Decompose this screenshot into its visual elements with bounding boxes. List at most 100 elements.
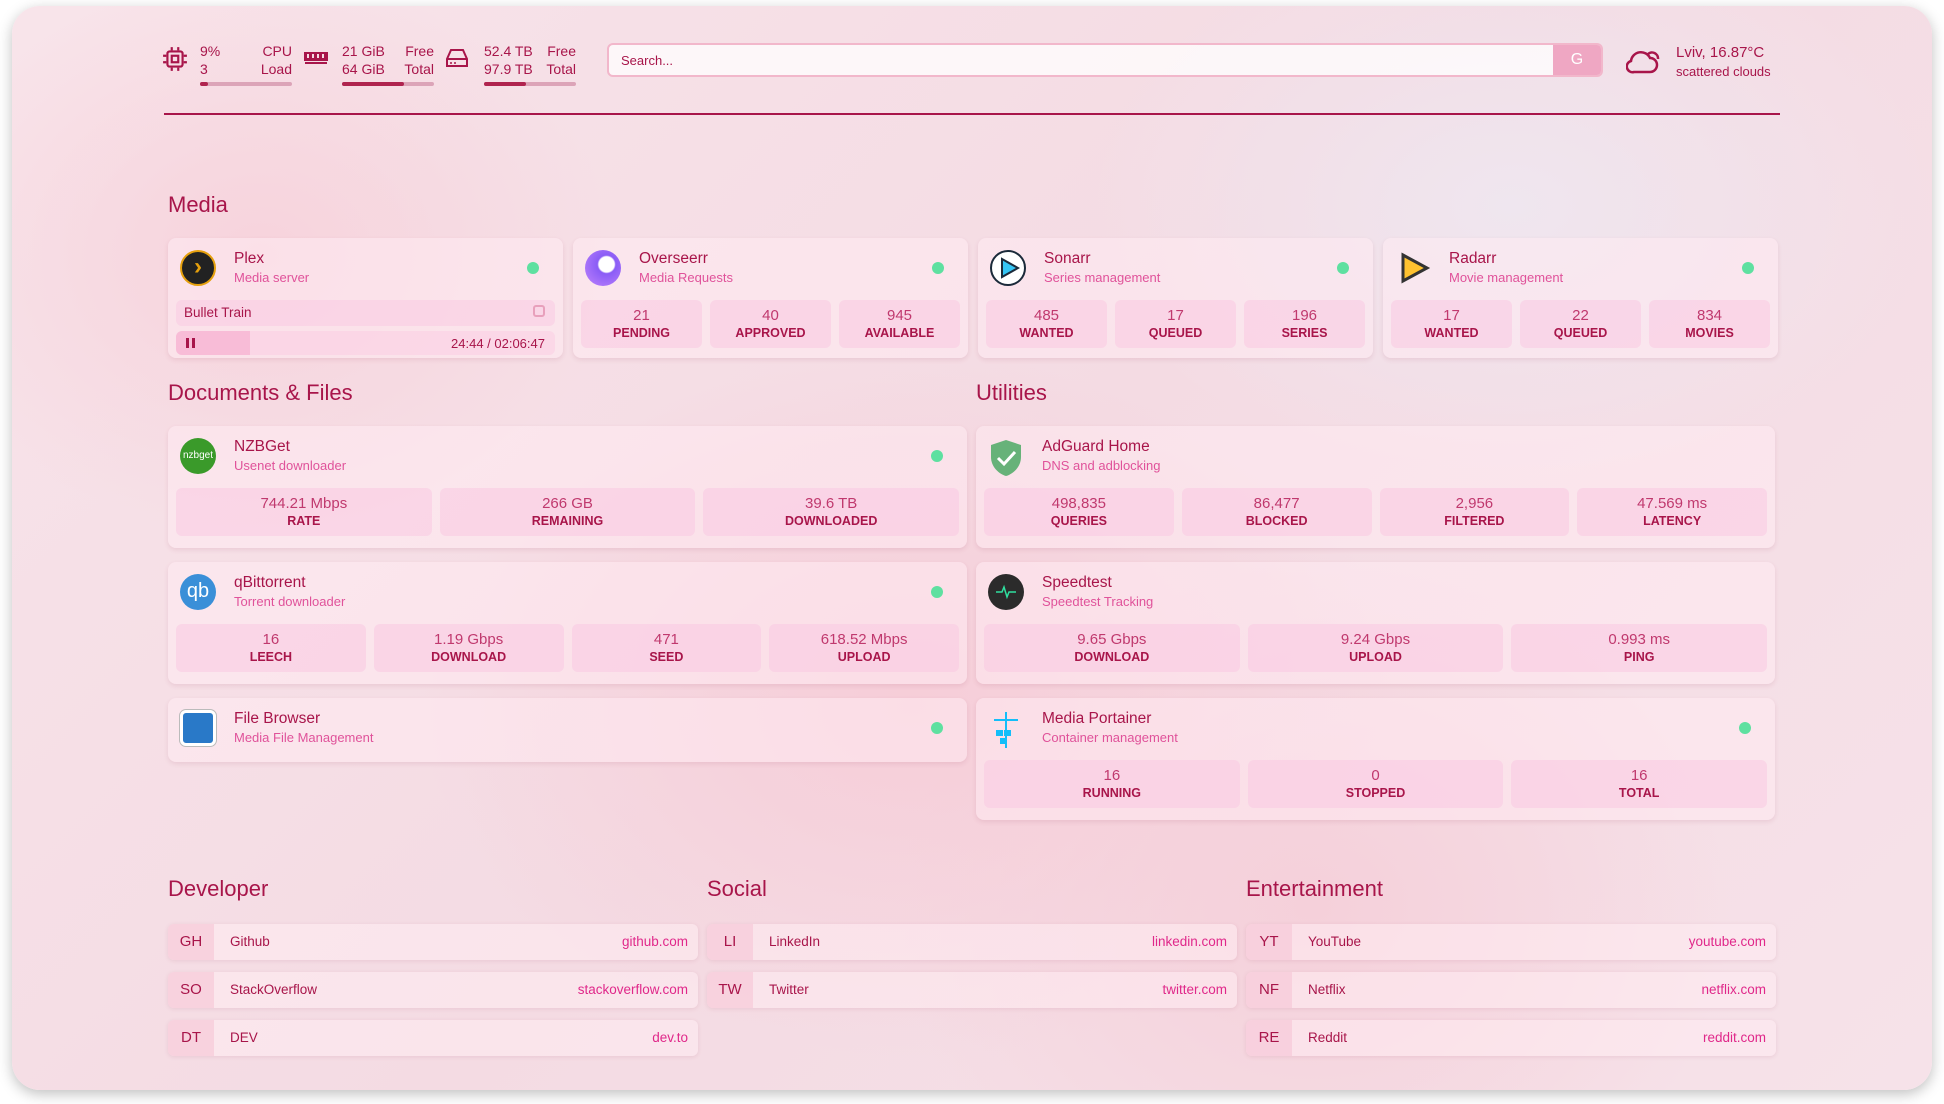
- cpu-cores: 3: [200, 61, 208, 77]
- bookmark-url[interactable]: dev.to: [652, 1030, 688, 1045]
- service-card-plex[interactable]: › Plex Media server Bullet Train 24:44 / 02:…: [168, 238, 563, 358]
- bookmark-name[interactable]: YouTube: [1308, 934, 1362, 949]
- service-title[interactable]: File Browser: [234, 710, 321, 727]
- bookmark-name[interactable]: Reddit: [1308, 1030, 1348, 1045]
- service-card-file-browser[interactable]: File Browser Media File Management: [168, 698, 967, 762]
- service-title[interactable]: Overseerr: [639, 250, 708, 267]
- bookmark-gh[interactable]: GH Github github.com: [168, 924, 698, 960]
- stat-value: 471: [653, 631, 679, 648]
- weather-location-temp: Lviv, 16.87°C: [1676, 44, 1765, 61]
- service-card-nzbget[interactable]: nzbget NZBGet Usenet downloader 744.21 Mbps…: [168, 426, 967, 548]
- bookmark-re[interactable]: RE Reddit reddit.com: [1246, 1020, 1776, 1056]
- disk-icon: [446, 49, 468, 67]
- service-title[interactable]: Media Portainer: [1042, 710, 1152, 727]
- section-title-developer: Developer: [168, 876, 269, 901]
- stat-value: 945: [886, 307, 913, 324]
- disk-free: 52.4 TB: [484, 43, 533, 59]
- service-card-overseerr[interactable]: Overseerr Media Requests 21 PENDING 40 APPROV…: [573, 238, 968, 358]
- pause-icon[interactable]: [186, 338, 195, 348]
- status-indicator: [932, 262, 944, 274]
- bookmark-url[interactable]: twitter.com: [1162, 982, 1227, 997]
- service-card-adguard-home[interactable]: AdGuard Home DNS and adblocking 498,835 QUE…: [976, 426, 1775, 548]
- playback-time: 24:44 / 02:06:47: [451, 336, 545, 351]
- bookmark-name[interactable]: StackOverflow: [230, 982, 318, 997]
- service-title[interactable]: Speedtest: [1042, 574, 1112, 591]
- bookmark-url[interactable]: linkedin.com: [1151, 934, 1227, 949]
- service-card-speedtest[interactable]: Speedtest Speedtest Tracking 9.65 Gbps DOWN…: [976, 562, 1775, 684]
- bookmark-name[interactable]: Netflix: [1308, 982, 1346, 997]
- status-indicator: [931, 586, 943, 598]
- service-title[interactable]: Radarr: [1449, 250, 1497, 267]
- service-title[interactable]: qBittorrent: [234, 574, 306, 591]
- bookmark-tw[interactable]: TW Twitter twitter.com: [707, 972, 1237, 1008]
- bookmark-abbr: GH: [168, 924, 214, 960]
- stat-block: 834 MOVIES: [1649, 300, 1770, 348]
- bookmark-name[interactable]: LinkedIn: [769, 934, 821, 949]
- stat-block: 17 QUEUED: [1115, 300, 1236, 348]
- stat-label: PING: [1623, 650, 1655, 664]
- stat-label: RATE: [287, 514, 321, 528]
- stat-label: AVAILABLE: [864, 326, 935, 340]
- stat-block: 40 APPROVED: [710, 300, 831, 348]
- stat-block: 618.52 Mbps UPLOAD: [769, 624, 959, 672]
- bookmark-url[interactable]: youtube.com: [1688, 934, 1766, 949]
- total-label: Total: [404, 61, 434, 77]
- service-title[interactable]: AdGuard Home: [1042, 438, 1150, 455]
- status-indicator: [1337, 262, 1349, 274]
- stat-label: QUERIES: [1050, 514, 1107, 528]
- stat-block: 485 WANTED: [986, 300, 1107, 348]
- stat-value: 485: [1033, 307, 1060, 324]
- service-title[interactable]: Sonarr: [1044, 250, 1091, 267]
- bookmark-so[interactable]: SO StackOverflow stackoverflow.com: [168, 972, 698, 1008]
- now-playing-row: Bullet Train: [176, 300, 555, 326]
- bookmark-dt[interactable]: DT DEV dev.to: [168, 1020, 698, 1056]
- service-subtitle: Media File Management: [234, 730, 374, 745]
- stat-value: 1.19 Gbps: [434, 631, 504, 648]
- stat-value: 22: [1572, 307, 1589, 324]
- service-subtitle: Series management: [1044, 270, 1161, 285]
- bookmark-name[interactable]: DEV: [230, 1030, 258, 1045]
- stat-block: 16 LEECH: [176, 624, 366, 672]
- stat-block: 9.24 Gbps UPLOAD: [1247, 624, 1504, 672]
- stat-label: FILTERED: [1444, 514, 1505, 528]
- disk-total: 97.9 TB: [484, 61, 533, 77]
- stat-block: 744.21 Mbps RATE: [176, 488, 432, 536]
- service-card-qbittorrent[interactable]: qb qBittorrent Torrent downloader 16 LEECH 1.…: [168, 562, 967, 684]
- stat-label: BLOCKED: [1245, 514, 1308, 528]
- bookmark-nf[interactable]: NF Netflix netflix.com: [1246, 972, 1776, 1008]
- disk-widget: 52.4 TB 97.9 TB Free Total: [484, 42, 576, 86]
- bookmark-url[interactable]: netflix.com: [1701, 982, 1766, 997]
- bookmark-name[interactable]: Twitter: [769, 982, 809, 997]
- service-card-media-portainer[interactable]: Media Portainer Container management 16 RUN…: [976, 698, 1775, 820]
- stat-label: APPROVED: [735, 326, 806, 340]
- stats-row: 16 RUNNING 0 STOPPED 16 TOTAL: [984, 760, 1768, 808]
- search-input[interactable]: [609, 45, 1549, 75]
- bookmark-li[interactable]: LI LinkedIn linkedin.com: [707, 924, 1237, 960]
- service-subtitle: Speedtest Tracking: [1042, 594, 1154, 609]
- stat-value: 744.21 Mbps: [260, 495, 348, 512]
- total-label: Total: [546, 61, 576, 77]
- stat-block: 21 PENDING: [581, 300, 702, 348]
- bookmark-url[interactable]: reddit.com: [1702, 1030, 1766, 1045]
- service-card-sonarr[interactable]: Sonarr Series management 485 WANTED 17 QUEUED…: [978, 238, 1373, 358]
- cpu-label: CPU: [262, 43, 292, 59]
- stat-label: DOWNLOADED: [785, 514, 878, 528]
- bookmark-yt[interactable]: YT YouTube youtube.com: [1246, 924, 1776, 960]
- stat-block: 39.6 TB DOWNLOADED: [703, 488, 960, 536]
- stat-block: 945 AVAILABLE: [839, 300, 960, 348]
- bookmark-url[interactable]: stackoverflow.com: [577, 982, 688, 997]
- search-provider-button[interactable]: G: [1553, 45, 1601, 75]
- service-title[interactable]: Plex: [234, 250, 265, 267]
- bookmark-name[interactable]: Github: [230, 934, 270, 949]
- stat-value: 16: [1630, 767, 1648, 784]
- bookmark-url[interactable]: github.com: [621, 934, 688, 949]
- stat-block: 0 STOPPED: [1247, 760, 1504, 808]
- service-card-radarr[interactable]: Radarr Movie management 17 WANTED 22 QUEUED 83…: [1383, 238, 1778, 358]
- service-title[interactable]: NZBGet: [234, 438, 290, 455]
- stat-label: RUNNING: [1082, 786, 1141, 800]
- stat-label: TOTAL: [1618, 786, 1660, 800]
- stat-value: 266 GB: [542, 495, 593, 512]
- cpu-value: 9%: [200, 43, 221, 59]
- playback-progress[interactable]: 24:44 / 02:06:47: [176, 331, 555, 355]
- stat-value: 9.65 Gbps: [1077, 631, 1147, 648]
